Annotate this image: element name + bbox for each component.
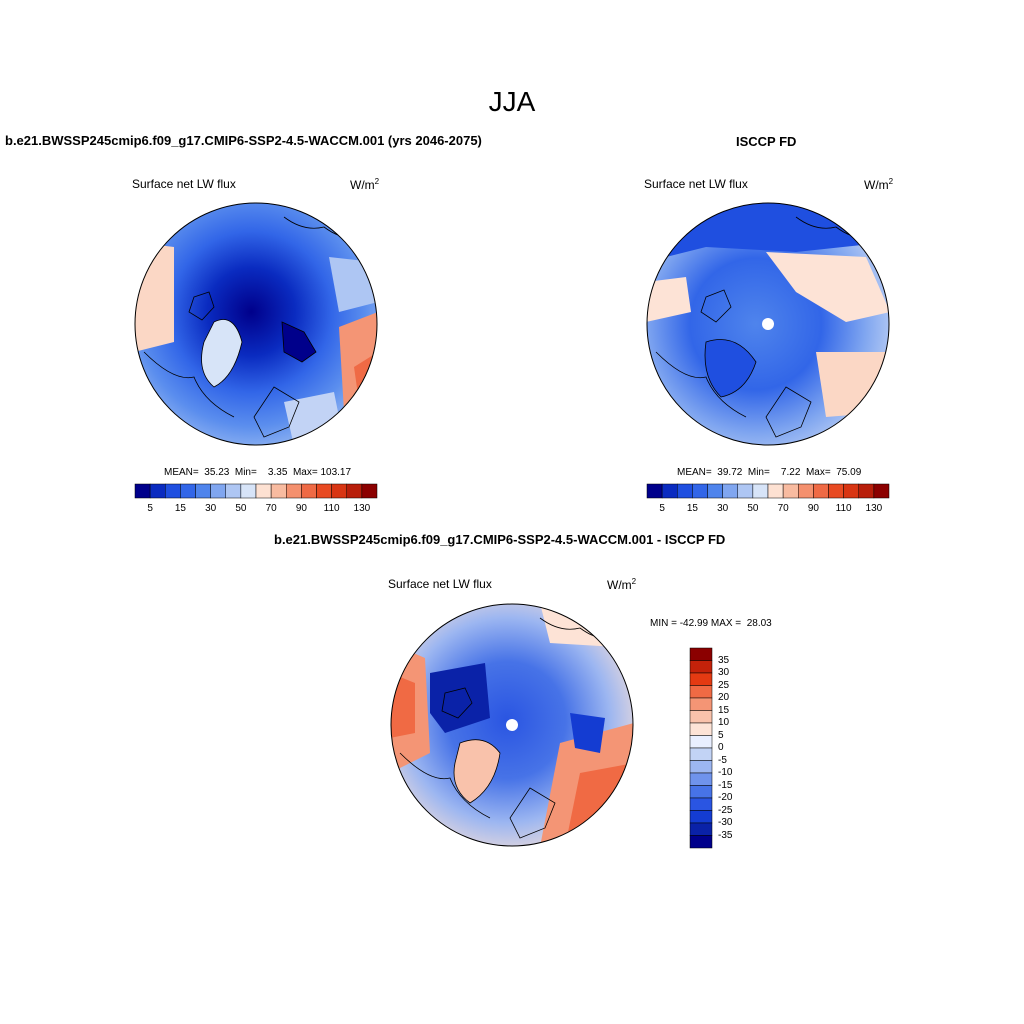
diff-colorbar-tick-label: 20 xyxy=(718,692,730,703)
obs-colorbar xyxy=(646,483,890,499)
diff-colorbar-tick-label: -5 xyxy=(718,754,727,766)
model-greenland xyxy=(201,319,242,387)
model-colorbar-tick-label: 5 xyxy=(147,503,153,514)
model-stats: MEAN= 35.23 Min= 3.35 Max= 103.17 xyxy=(164,467,352,478)
model-colorbar-swatch xyxy=(361,483,378,499)
model-colorbar-tick-label: 50 xyxy=(235,503,247,514)
diff-colorbar-tick-label: -15 xyxy=(718,779,733,791)
figure-title: JJA xyxy=(488,86,536,117)
obs-colorbar-tick-label: 110 xyxy=(835,503,852,514)
obs-colorbar-tick-label: 5 xyxy=(659,503,665,514)
diff-colorbar-tick-label: 10 xyxy=(718,717,730,728)
model-units-label: W/m2 xyxy=(350,177,380,192)
diff-colorbar-tick-label: 25 xyxy=(718,679,730,691)
diff-colorbar-tick-label: 35 xyxy=(718,654,730,666)
model-colorbar-tick-label: 90 xyxy=(295,503,307,514)
diff-units-label: W/m2 xyxy=(607,577,637,592)
obs-pole-gap xyxy=(762,318,774,330)
diff-panel-title: b.e21.BWSSP245cmip6.f09_g17.CMIP6-SSP2-4… xyxy=(274,532,726,547)
diff-colorbar-swatch xyxy=(689,835,713,849)
diff-colorbar xyxy=(689,647,713,849)
model-variable-label: Surface net LW flux xyxy=(132,177,236,191)
diff-colorbar-tick-label: 15 xyxy=(718,704,730,716)
obs-colorbar-tick-label: 50 xyxy=(747,503,759,514)
diff-stats: MIN = -42.99 MAX = 28.03 xyxy=(650,618,772,629)
model-colorbar-tick-label: 15 xyxy=(174,503,186,514)
diff-colorbar-tick-label: -25 xyxy=(718,804,733,816)
diff-cold-region xyxy=(430,663,490,733)
obs-colorbar-tick-label: 15 xyxy=(686,503,698,514)
obs-polar-map xyxy=(646,202,890,446)
obs-colorbar-tick-label: 30 xyxy=(717,503,729,514)
obs-panel-title: ISCCP FD xyxy=(736,134,797,149)
model-colorbar-tick-label: 130 xyxy=(353,503,371,514)
obs-stats: MEAN= 39.72 Min= 7.22 Max= 75.09 xyxy=(677,467,862,478)
obs-warm-region xyxy=(766,252,889,322)
diff-variable-label: Surface net LW flux xyxy=(388,577,492,591)
model-colorbar-tick-label: 110 xyxy=(323,503,340,514)
diff-pole-gap xyxy=(506,719,518,731)
diff-colorbar-tick-label: 5 xyxy=(718,729,724,741)
diff-colorbar-tick-label: -10 xyxy=(718,767,733,778)
obs-colorbar-swatch xyxy=(873,483,890,499)
diff-colorbar-tick-label: -30 xyxy=(718,817,733,828)
diff-colorbar-tick-label: -35 xyxy=(718,829,733,841)
model-colorbar-tick-label: 70 xyxy=(265,503,277,514)
diff-colorbar-tick-label: 30 xyxy=(718,667,730,678)
obs-colorbar-tick-label: 130 xyxy=(865,503,883,514)
diff-colorbar-tick-label: 0 xyxy=(718,742,724,753)
obs-colorbar-tick-label: 90 xyxy=(807,503,819,514)
model-colorbar-tick-label: 30 xyxy=(205,503,217,514)
obs-units-label: W/m2 xyxy=(864,177,894,192)
model-polar-map xyxy=(134,202,378,446)
obs-variable-label: Surface net LW flux xyxy=(644,177,748,191)
model-panel-title: b.e21.BWSSP245cmip6.f09_g17.CMIP6-SSP2-4… xyxy=(5,133,482,148)
diff-colorbar-tick-label: -20 xyxy=(718,792,733,803)
model-colorbar xyxy=(134,483,378,499)
obs-colorbar-tick-label: 70 xyxy=(777,503,789,514)
diff-polar-map xyxy=(390,603,634,847)
